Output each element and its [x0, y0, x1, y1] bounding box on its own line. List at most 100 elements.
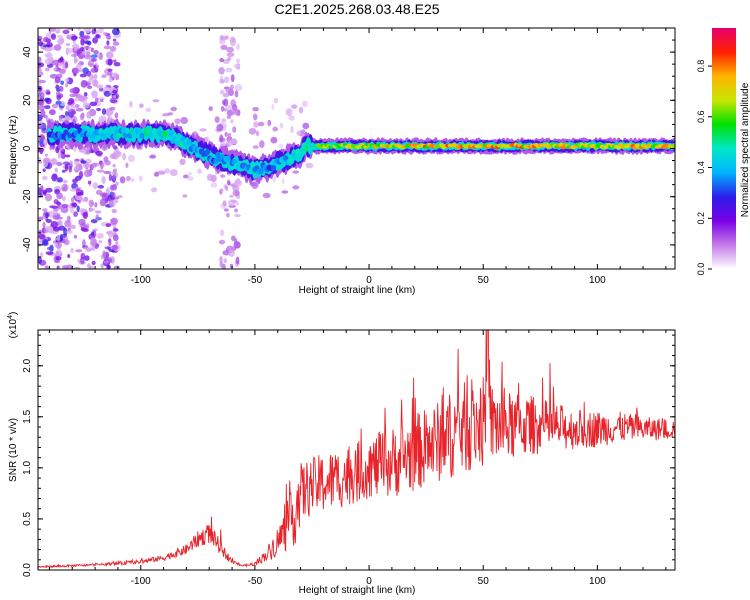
- spectrogram-noise-blob: [57, 177, 63, 183]
- x-tick-label: -50: [248, 576, 263, 587]
- spectrogram-noise-blob: [53, 44, 62, 51]
- spectrogram-noise-blob: [262, 192, 271, 199]
- spectrogram-noise-blob: [233, 63, 240, 69]
- spectrogram-noise-blob: [95, 34, 100, 39]
- spectrogram-noise-blob: [100, 99, 104, 103]
- spectrogram-ridge-blob: [186, 138, 192, 146]
- spectrogram-noise-blob: [180, 116, 189, 125]
- spectrogram-noise-blob: [59, 68, 66, 73]
- spectrogram-noise-blob: [285, 108, 293, 117]
- spectrogram-noise-blob: [38, 99, 45, 106]
- spectrogram-noise-blob: [252, 107, 259, 112]
- spectrogram-noise-blob: [230, 119, 234, 124]
- spectrogram-noise-blob: [227, 133, 232, 137]
- spectrogram-noise-blob: [66, 28, 73, 31]
- spectrogram-noise-blob: [113, 61, 121, 67]
- spectrogram-noise-blob: [302, 122, 310, 130]
- spectrogram-noise-blob: [234, 208, 239, 213]
- spectrogram-noise-blob: [50, 158, 58, 166]
- spectrogram-noise-blob: [61, 195, 66, 202]
- spectrogram-noise-blob: [187, 176, 194, 181]
- spectrogram-noise-blob: [42, 175, 48, 181]
- spectrogram-noise-blob: [38, 56, 42, 63]
- spectrogram-noise-blob: [226, 52, 235, 57]
- spectrogram-noise-blob: [252, 145, 259, 149]
- spectrogram-noise-blob: [225, 67, 233, 73]
- spectrogram-noise-blob: [64, 163, 68, 172]
- x-tick-label: -50: [248, 275, 263, 286]
- spectrogram-ridge-blob: [293, 154, 299, 161]
- spectrogram-noise-blob: [255, 130, 260, 137]
- spectrogram-noise-blob: [111, 192, 116, 199]
- spectrogram-noise-blob: [51, 173, 58, 182]
- spectrogram-ridge-blob: [106, 128, 112, 135]
- spectrogram-noise-blob: [125, 175, 131, 182]
- spectrogram-noise-blob: [219, 35, 228, 41]
- spectrogram-noise-blob: [55, 146, 60, 154]
- spectrogram-ridge-blob: [205, 148, 211, 155]
- spectrogram-noise-blob: [226, 115, 231, 119]
- spectrogram-noise-blob: [38, 122, 44, 130]
- spectrogram-noise-blob: [108, 173, 112, 182]
- spectrogram-noise-blob: [83, 28, 91, 34]
- colorbar-tick-label: 0.2: [696, 212, 706, 225]
- spectrogram-noise-blob: [197, 168, 203, 175]
- spectrogram-noise-blob: [301, 100, 308, 108]
- spectrogram-noise-blob: [38, 92, 45, 99]
- spectrogram-noise-blob: [51, 205, 59, 209]
- spectrogram-noise-blob: [98, 28, 104, 34]
- spectrogram-noise-blob: [220, 174, 226, 178]
- spectrogram-noise-blob: [85, 223, 90, 230]
- spectrogram-noise-blob: [56, 265, 60, 269]
- y-tick-label: 40: [22, 46, 33, 58]
- colorbar-tick-label: 0.8: [696, 60, 706, 73]
- colorbar-tick-label: 0.4: [696, 161, 706, 174]
- spectrogram-noise-blob: [96, 84, 104, 89]
- snr-frame: [37, 329, 676, 571]
- spectrogram-noise-blob: [65, 83, 69, 88]
- spectrogram-noise-blob: [45, 212, 49, 219]
- spectrogram-noise-blob: [43, 36, 49, 43]
- y-tick-label: 0: [22, 145, 33, 151]
- spectrogram-noise-blob: [57, 34, 63, 39]
- spectrogram-noise-blob: [76, 63, 82, 69]
- spectrogram-ridge-blob: [137, 127, 143, 135]
- spectrogram-noise-blob: [50, 28, 57, 32]
- spectrogram-noise-blob: [58, 250, 63, 256]
- spectrogram-noise-blob: [108, 241, 112, 247]
- spectrogram-noise-blob: [40, 185, 44, 192]
- spectrogram-noise-blob: [99, 87, 104, 92]
- spectrogram-ridge-blob: [558, 142, 564, 147]
- spectrogram-noise-blob: [113, 34, 121, 38]
- spectrogram-noise-blob: [75, 249, 83, 253]
- spectrogram-noise-blob: [224, 208, 229, 212]
- spectrogram-noise-blob: [38, 79, 46, 84]
- spectrogram-noise-blob: [107, 230, 114, 238]
- spectrogram-noise-blob: [70, 197, 75, 202]
- spectrogram-noise-blob: [218, 67, 225, 75]
- spectrogram-noise-blob: [271, 103, 275, 110]
- spectrogram-ridge-blob: [168, 130, 174, 137]
- spectrogram-noise-blob: [108, 199, 116, 208]
- spectrogram-noise-blob: [99, 198, 107, 207]
- spectrogram-noise-blob: [112, 38, 117, 42]
- spectrogram-noise-blob: [87, 180, 92, 185]
- spectrogram-noise-blob: [108, 77, 113, 83]
- spectrogram-noise-blob: [149, 155, 156, 159]
- spectrogram-noise-blob: [69, 160, 73, 167]
- spectrogram-noise-blob: [42, 114, 48, 119]
- spectrogram-noise-blob: [92, 79, 99, 87]
- spectrogram-noise-blob: [270, 136, 278, 144]
- spectrogram-noise-blob: [44, 105, 51, 110]
- spectrogram-noise-blob: [38, 139, 44, 144]
- spectrogram-noise-blob: [91, 238, 97, 247]
- snr-plot-area: [38, 330, 675, 570]
- spectrogram-noise-blob: [219, 188, 224, 192]
- spectrogram-noise-blob: [219, 89, 225, 95]
- x-tick-label: 0: [366, 275, 372, 286]
- spectrogram-noise-blob: [82, 211, 89, 219]
- spectrogram-noise-blob: [78, 47, 83, 54]
- spectrogram-noise-blob: [206, 173, 214, 181]
- spectrogram-noise-blob: [130, 178, 135, 183]
